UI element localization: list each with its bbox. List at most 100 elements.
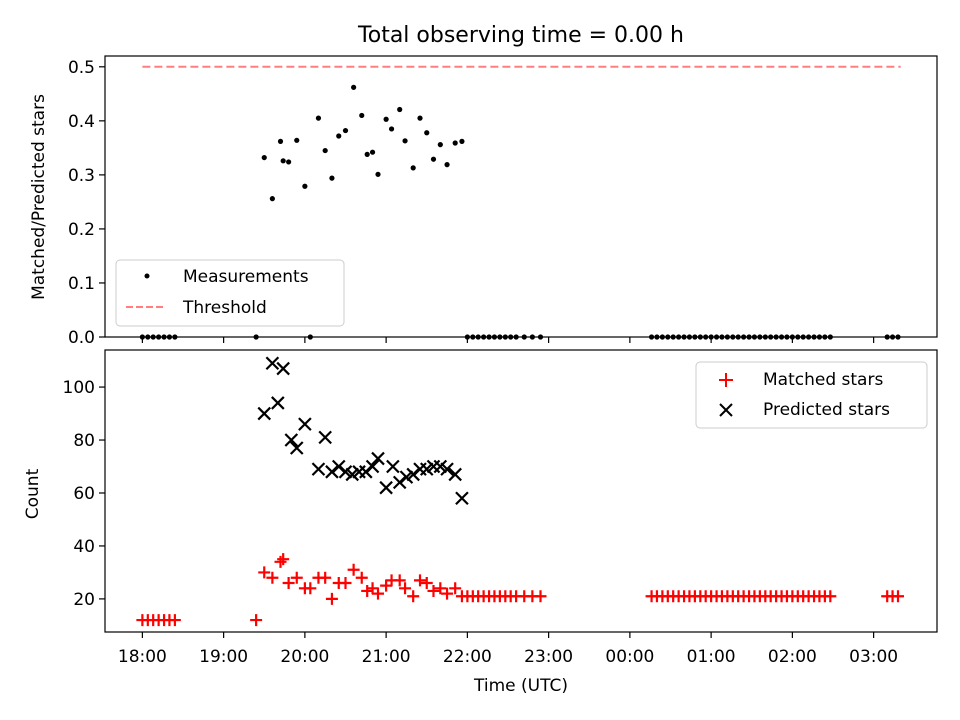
- matched-stars-point: [361, 584, 374, 597]
- measurement-point: [784, 334, 790, 340]
- measurement-point: [762, 334, 768, 340]
- measurement-point: [322, 147, 328, 154]
- matched-stars-point: [266, 571, 279, 584]
- predicted-stars-point: [455, 491, 469, 506]
- predicted-stars-point: [311, 462, 326, 476]
- y-tick-label: 0.0: [68, 328, 95, 348]
- bottom-x-ticks: 18:00 19:00 20:00 21:00 22:00 23:00 00:00 01:00…: [118, 632, 898, 667]
- measurement-point: [161, 334, 167, 340]
- matched-stars-point: [534, 590, 547, 603]
- matched-stars-point: [414, 574, 427, 587]
- measurement-point: [397, 106, 403, 113]
- predicted-stars-point: [284, 433, 299, 447]
- measurement-point: [724, 334, 730, 340]
- measurement-point: [481, 334, 487, 340]
- measurement-point: [437, 142, 443, 148]
- measurement-point: [402, 138, 408, 144]
- top-legend: Measurements Threshold: [115, 259, 345, 327]
- matched-stars-point: [420, 577, 433, 590]
- measurement-point: [757, 334, 763, 340]
- x-tick-label: 19:00: [199, 647, 248, 667]
- top-legend-box: [115, 259, 345, 327]
- measurement-point: [719, 334, 725, 340]
- measurement-point: [369, 149, 376, 155]
- measurement-point: [697, 334, 703, 340]
- predicted-stars-point: [448, 467, 462, 482]
- measurement-point: [302, 183, 308, 189]
- measurement-point: [703, 334, 709, 340]
- y-tick-label: 80: [73, 431, 95, 451]
- matched-stars-point: [277, 553, 290, 566]
- measurement-point: [665, 334, 671, 340]
- measurement-point: [889, 334, 896, 340]
- measurement-point: [444, 162, 450, 168]
- measurement-point: [884, 334, 890, 340]
- matched-stars-point: [372, 587, 384, 600]
- legend-matched-marker: [719, 373, 733, 387]
- measurement-point: [452, 140, 458, 146]
- top-plot-marks: [139, 65, 901, 340]
- measurement-point: [351, 84, 357, 90]
- measurement-point: [708, 334, 714, 340]
- y-tick-label: 0.4: [68, 112, 95, 132]
- measurement-point: [746, 334, 752, 340]
- bottom-axes-frame: [104, 349, 938, 633]
- measurement-point: [269, 196, 275, 202]
- measurement-point: [735, 334, 741, 340]
- y-tick-label: 0.2: [68, 220, 95, 240]
- measurement-point: [470, 334, 476, 340]
- y-tick-label: 60: [73, 484, 95, 504]
- measurement-point: [713, 334, 720, 340]
- matched-stars-point: [407, 590, 420, 603]
- measurement-point: [486, 334, 492, 340]
- measurement-point: [342, 127, 349, 134]
- measurement-point: [364, 151, 370, 157]
- measurement-point: [307, 334, 313, 340]
- measurement-point: [741, 334, 747, 340]
- matched-stars-point: [380, 579, 393, 592]
- measurement-point: [156, 334, 162, 340]
- measurement-point: [681, 334, 687, 340]
- matched-stars-point: [282, 577, 295, 590]
- y-tick-label: 100: [63, 378, 95, 398]
- top-y-axis-label: Matched/Predicted stars: [29, 94, 49, 300]
- measurement-point: [773, 334, 779, 340]
- predicted-stars-point: [386, 459, 400, 474]
- matched-stars-point: [427, 584, 440, 597]
- predicted-stars-point: [276, 361, 290, 376]
- predicted-stars-point: [413, 462, 427, 476]
- measurement-point: [459, 138, 465, 144]
- y-tick-label: 40: [73, 537, 95, 557]
- measurement-point: [410, 165, 416, 171]
- measurement-point: [670, 334, 676, 340]
- matched-stars-point: [441, 587, 454, 600]
- bottom-legend-box: [695, 361, 928, 429]
- measurement-point: [286, 159, 292, 165]
- bottom-y-ticks: 20 40 60 80 100: [63, 378, 105, 610]
- predicted-stars-point: [257, 406, 272, 421]
- matched-stars-point: [274, 555, 287, 568]
- predicted-stars-point: [440, 462, 454, 476]
- measurement-point: [806, 334, 812, 340]
- predicted-stars-point: [365, 459, 380, 474]
- measurement-point: [315, 115, 322, 121]
- y-tick-label: 0.1: [68, 274, 95, 294]
- measurement-point: [139, 334, 145, 340]
- measurement-point: [730, 334, 736, 340]
- measurement-point: [261, 154, 267, 161]
- measurement-point: [277, 138, 284, 144]
- x-tick-label: 23:00: [524, 647, 573, 667]
- measurement-point: [497, 334, 503, 340]
- matched-stars-point: [319, 571, 332, 584]
- matched-stars-point: [892, 590, 904, 603]
- matched-stars-point: [824, 590, 837, 603]
- measurement-point: [502, 334, 508, 340]
- measurement-point: [388, 126, 395, 132]
- measurement-point: [508, 334, 514, 340]
- predicted-stars-point: [289, 441, 304, 455]
- measurement-point: [417, 115, 423, 121]
- measurement-point: [375, 171, 381, 177]
- matched-stars-point: [347, 563, 360, 576]
- measurement-point: [475, 334, 481, 340]
